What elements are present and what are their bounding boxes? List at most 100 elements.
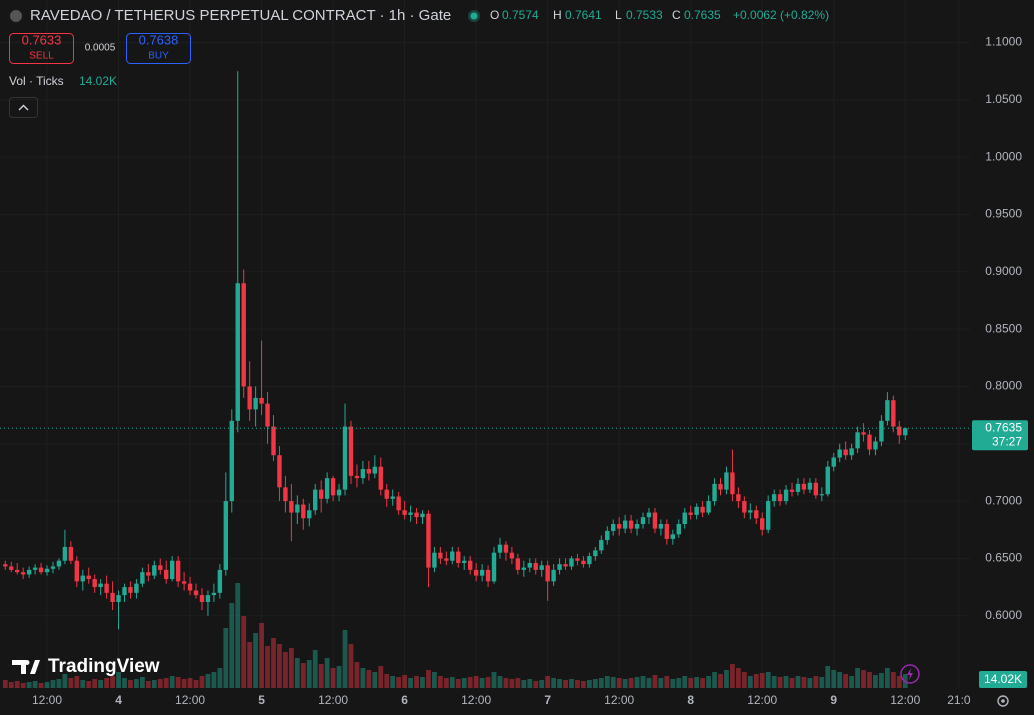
- volume-bar: [259, 623, 264, 688]
- symbol-title[interactable]: RAVEDAO / TETHERUS PERPETUAL CONTRACT · …: [30, 7, 451, 24]
- candle-body: [408, 512, 413, 515]
- buy-button[interactable]: [126, 33, 191, 64]
- volume-bar: [98, 680, 104, 688]
- volume-bar: [813, 676, 819, 688]
- volume-bar: [32, 681, 38, 688]
- x-tick-label: 4: [115, 693, 122, 707]
- spread: 0.0005: [85, 43, 116, 54]
- volume-bar: [843, 674, 849, 688]
- candle-body: [879, 420, 884, 442]
- volume-bar: [479, 678, 485, 688]
- volume-bar: [151, 680, 157, 688]
- candle-body: [545, 565, 550, 582]
- volume-bar: [360, 668, 366, 688]
- high-value: 0.7641: [565, 8, 602, 22]
- candle-body: [515, 558, 521, 570]
- candle-body: [688, 512, 693, 515]
- volume-bar: [14, 681, 20, 688]
- volume-bar: [62, 674, 68, 688]
- volume-bar: [134, 679, 139, 688]
- volume-bar: [622, 679, 628, 688]
- volume-bar: [157, 679, 163, 688]
- candle-body: [80, 575, 85, 582]
- candle-body: [843, 449, 848, 456]
- candle-body: [891, 400, 896, 427]
- symbol-icon: [10, 10, 22, 22]
- x-tick-label: 12:00: [890, 693, 920, 707]
- volume-bar: [414, 676, 419, 688]
- volume-bar: [437, 676, 443, 688]
- candle-body: [50, 566, 56, 569]
- x-tick-label: 5: [258, 693, 265, 707]
- volume-bar: [128, 680, 133, 688]
- volume-bar: [867, 672, 872, 688]
- volume-bar: [92, 679, 98, 688]
- volume-bar: [8, 682, 14, 688]
- volume-bar: [122, 678, 127, 688]
- volume-bar: [801, 677, 807, 688]
- candle-body: [313, 489, 318, 511]
- settings-icon[interactable]: [997, 695, 1009, 707]
- low-letter: L: [615, 8, 622, 22]
- candle-body: [3, 564, 8, 567]
- volume-bar: [110, 676, 115, 688]
- candle-body: [521, 567, 527, 570]
- volume-bar: [420, 677, 425, 688]
- candle-body: [760, 518, 765, 530]
- volume-bar: [181, 679, 187, 688]
- candle-body: [259, 397, 264, 404]
- candle-body: [378, 466, 383, 490]
- candle-body: [15, 569, 20, 573]
- candle-body: [903, 428, 908, 436]
- candles: [3, 71, 908, 630]
- volume-bar: [366, 670, 372, 688]
- volume-bar: [2, 680, 8, 688]
- volume-indicator-label: Vol · Ticks: [9, 74, 64, 88]
- candle-body: [169, 560, 175, 580]
- open-letter: O: [490, 8, 499, 22]
- candle-body: [700, 506, 705, 513]
- volume-bar: [348, 644, 354, 688]
- volume-bar: [277, 644, 282, 688]
- candle-body: [74, 560, 80, 582]
- candle-body: [253, 397, 258, 410]
- candle-body: [205, 595, 211, 602]
- candle-body: [336, 489, 342, 496]
- y-tick-label: 0.7000: [985, 493, 1022, 507]
- candle-body: [551, 569, 556, 582]
- volume-bar: [598, 678, 604, 688]
- candle-body: [247, 386, 252, 410]
- logo-text: TradingView: [48, 656, 160, 677]
- candle-body: [318, 489, 324, 499]
- sell-button[interactable]: [9, 33, 74, 64]
- close-value: 0.7635: [684, 8, 721, 22]
- volume-bar: [205, 674, 211, 688]
- candle-body: [581, 560, 586, 565]
- candle-body: [62, 546, 68, 561]
- candle-body: [658, 524, 664, 529]
- candle-body: [479, 569, 485, 576]
- candle-body: [789, 489, 795, 492]
- collapse-button[interactable]: [9, 97, 38, 118]
- volume-bar: [586, 680, 592, 688]
- volume-bar: [688, 678, 694, 688]
- candle-body: [175, 560, 181, 582]
- candle-body: [682, 512, 687, 525]
- volume-indicator-value: 14.02K: [79, 74, 117, 88]
- volume-bar: [861, 670, 866, 688]
- volume-bar: [581, 681, 586, 688]
- candle-body: [801, 483, 807, 490]
- candle-body: [777, 494, 783, 502]
- y-tick-label: 0.6500: [985, 551, 1022, 565]
- x-tick-label: 12:00: [461, 693, 491, 707]
- candle-body: [92, 579, 97, 588]
- candle-body: [456, 551, 461, 564]
- volume-bar: [247, 642, 253, 688]
- volume-bar: [527, 679, 533, 688]
- x-tick-label: 12:00: [318, 693, 348, 707]
- alert-icon[interactable]: [900, 664, 920, 684]
- volume-bar: [682, 676, 688, 688]
- volume-bar: [670, 679, 676, 688]
